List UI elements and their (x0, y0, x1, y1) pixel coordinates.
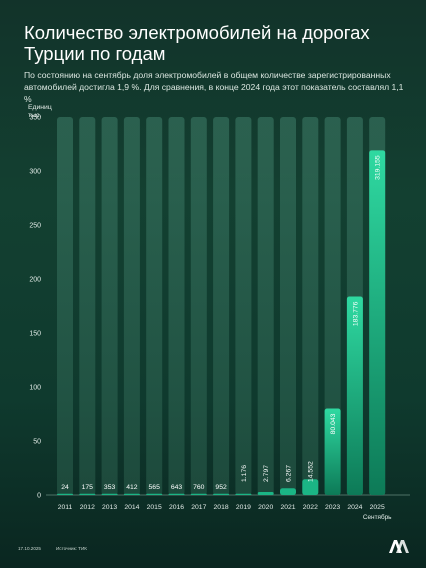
value-bar (101, 493, 118, 495)
background-bar (57, 117, 73, 495)
background-bar (168, 117, 185, 495)
value-label: 1.176 (241, 465, 248, 482)
background-bar (213, 117, 230, 495)
x-tick-label: 2022 (303, 504, 318, 511)
x-tick-label: 2013 (102, 504, 117, 511)
value-label: 952 (215, 484, 227, 491)
value-bar (369, 150, 386, 495)
y-tick-label: 200 (29, 277, 41, 284)
value-bar (302, 479, 319, 495)
background-bar (257, 117, 274, 495)
x-tick-label: 2019 (236, 504, 251, 511)
aa-logo-icon (389, 540, 409, 553)
value-label: 80.043 (330, 413, 337, 434)
value-bar (280, 488, 296, 495)
x-tick-label: 2014 (124, 504, 139, 511)
value-bar (213, 493, 230, 495)
y-tick-label: 150 (29, 331, 41, 338)
footer-source: Источник: ТИК (56, 546, 87, 551)
x-tick-label: 2024 (347, 504, 362, 511)
y-tick-label: 100 (29, 385, 41, 392)
value-labels: 24 175 353 412 565 643 760 952 1.176 2.797 6.267 14… (61, 155, 381, 491)
value-bar (324, 408, 341, 495)
value-label: 319.155 (375, 155, 382, 180)
value-label: 353 (104, 484, 116, 491)
value-bar (123, 493, 140, 495)
background-bar (190, 117, 207, 495)
x-tick-label: 2025 (370, 504, 385, 511)
x-tick-label: 2016 (169, 504, 184, 511)
value-bar (235, 493, 252, 495)
y-tick-label: 300 (29, 169, 41, 176)
x-axis-labels: 2011 2012 2013 2014 2015 2016 2017 2018 2019 2020… (58, 504, 392, 521)
y-axis-unit-line1: Единиц (28, 104, 52, 111)
page-title: Количество электромобилей на дорогах Тур… (24, 22, 370, 64)
y-tick-label: 350 (29, 115, 41, 122)
value-bars (57, 150, 386, 495)
value-label: 24 (61, 484, 69, 491)
page-subtitle: По состоянию на сентябрь доля электромоб… (24, 70, 404, 104)
background-bar (146, 117, 163, 495)
value-bar (57, 493, 73, 495)
x-tick-sublabel: Сентябрь (363, 513, 392, 521)
footer-date: 17.10.2025 (18, 546, 41, 551)
x-tick-label: 2018 (214, 504, 229, 511)
value-bar (168, 493, 185, 495)
value-bar (257, 491, 274, 495)
x-tick-label: 2021 (280, 504, 295, 511)
value-label: 2.797 (263, 465, 270, 482)
x-tick-label: 2015 (147, 504, 162, 511)
value-label: 175 (82, 484, 94, 491)
y-axis-unit-line2: тыс. (28, 112, 42, 119)
value-bar (346, 296, 363, 495)
value-label: 183.776 (352, 301, 359, 326)
y-tick-label: 0 (37, 493, 41, 500)
value-bar (190, 493, 207, 495)
value-label: 760 (193, 484, 205, 491)
x-tick-label: 2017 (191, 504, 206, 511)
value-label: 643 (171, 484, 183, 491)
x-tick-label: 2012 (80, 504, 95, 511)
value-bar (146, 493, 163, 495)
y-tick-label: 250 (29, 223, 41, 230)
x-tick-label: 2023 (325, 504, 340, 511)
background-bar (79, 117, 96, 495)
value-label: 14.552 (308, 461, 315, 482)
value-label: 6.267 (285, 465, 292, 482)
x-tick-label: 2011 (58, 504, 73, 511)
background-bar (324, 117, 341, 495)
value-bar (79, 493, 96, 495)
background-bar (280, 117, 296, 495)
background-bar (101, 117, 118, 495)
x-tick-label: 2020 (258, 504, 273, 511)
background-bar (235, 117, 252, 495)
y-tick-label: 50 (33, 439, 41, 446)
background-bar (123, 117, 140, 495)
value-label: 412 (126, 484, 138, 491)
value-label: 565 (149, 484, 161, 491)
background-bar (302, 117, 319, 495)
y-axis-unit-label: Единиц тыс. (28, 104, 52, 120)
